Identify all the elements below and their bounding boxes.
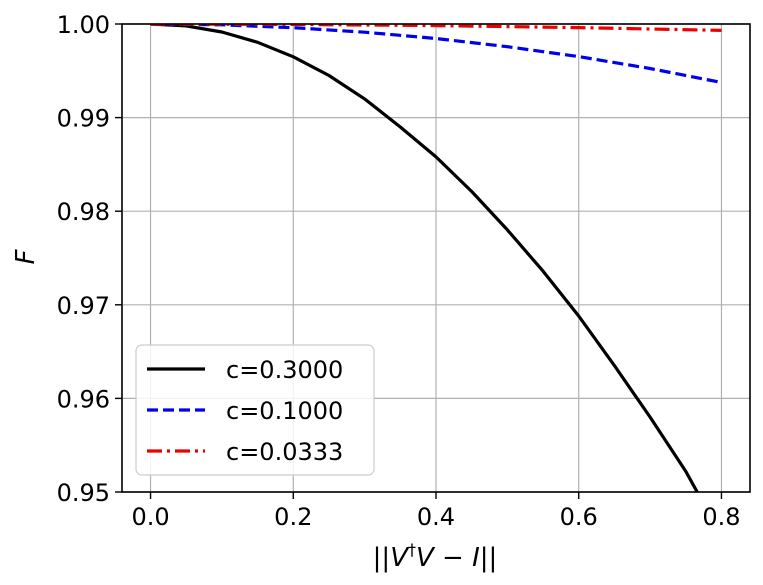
y-tick-label: 1.00: [57, 11, 110, 39]
legend-box: [135, 344, 375, 476]
x-axis-title-v2: V: [416, 543, 436, 573]
x-axis-title-v1: V: [390, 543, 410, 573]
y-tick-label: 0.96: [57, 385, 110, 413]
x-tick-label: 0.8: [702, 503, 740, 531]
legend-label-c-0-0333: c=0.0333: [226, 438, 343, 466]
legend-label-c-0-1000: c=0.1000: [226, 397, 343, 425]
y-tick-label: 0.98: [57, 198, 110, 226]
x-axis-title: ||V†V − I||: [373, 540, 498, 573]
y-axis-title: F: [11, 248, 41, 264]
x-axis-title-bars-open: ||: [373, 543, 391, 573]
y-tick-label: 0.99: [57, 105, 110, 133]
x-tick-label: 0.2: [274, 503, 312, 531]
x-tick-label: 0.4: [417, 503, 455, 531]
x-axis-title-dagger: †: [408, 540, 416, 559]
series-line-c-0-3000: [150, 24, 699, 492]
x-axis-title-minus: −: [434, 543, 472, 573]
x-axis-title-i: I: [472, 543, 480, 573]
x-tick-label: 0.6: [560, 503, 598, 531]
x-axis-title-bars-close: ||: [480, 543, 498, 573]
y-tick-label: 0.95: [57, 479, 110, 507]
axis-ticks: 0.0 0.2 0.4 0.6 0.8 0.95 0.96 0.97 0.98 0.99 1.00: [57, 11, 741, 531]
legend: c=0.3000 c=0.1000 c=0.0333: [135, 344, 375, 476]
x-tick-label: 0.0: [131, 503, 169, 531]
y-tick-label: 0.97: [57, 292, 110, 320]
legend-label-c-0-3000: c=0.3000: [226, 356, 343, 384]
